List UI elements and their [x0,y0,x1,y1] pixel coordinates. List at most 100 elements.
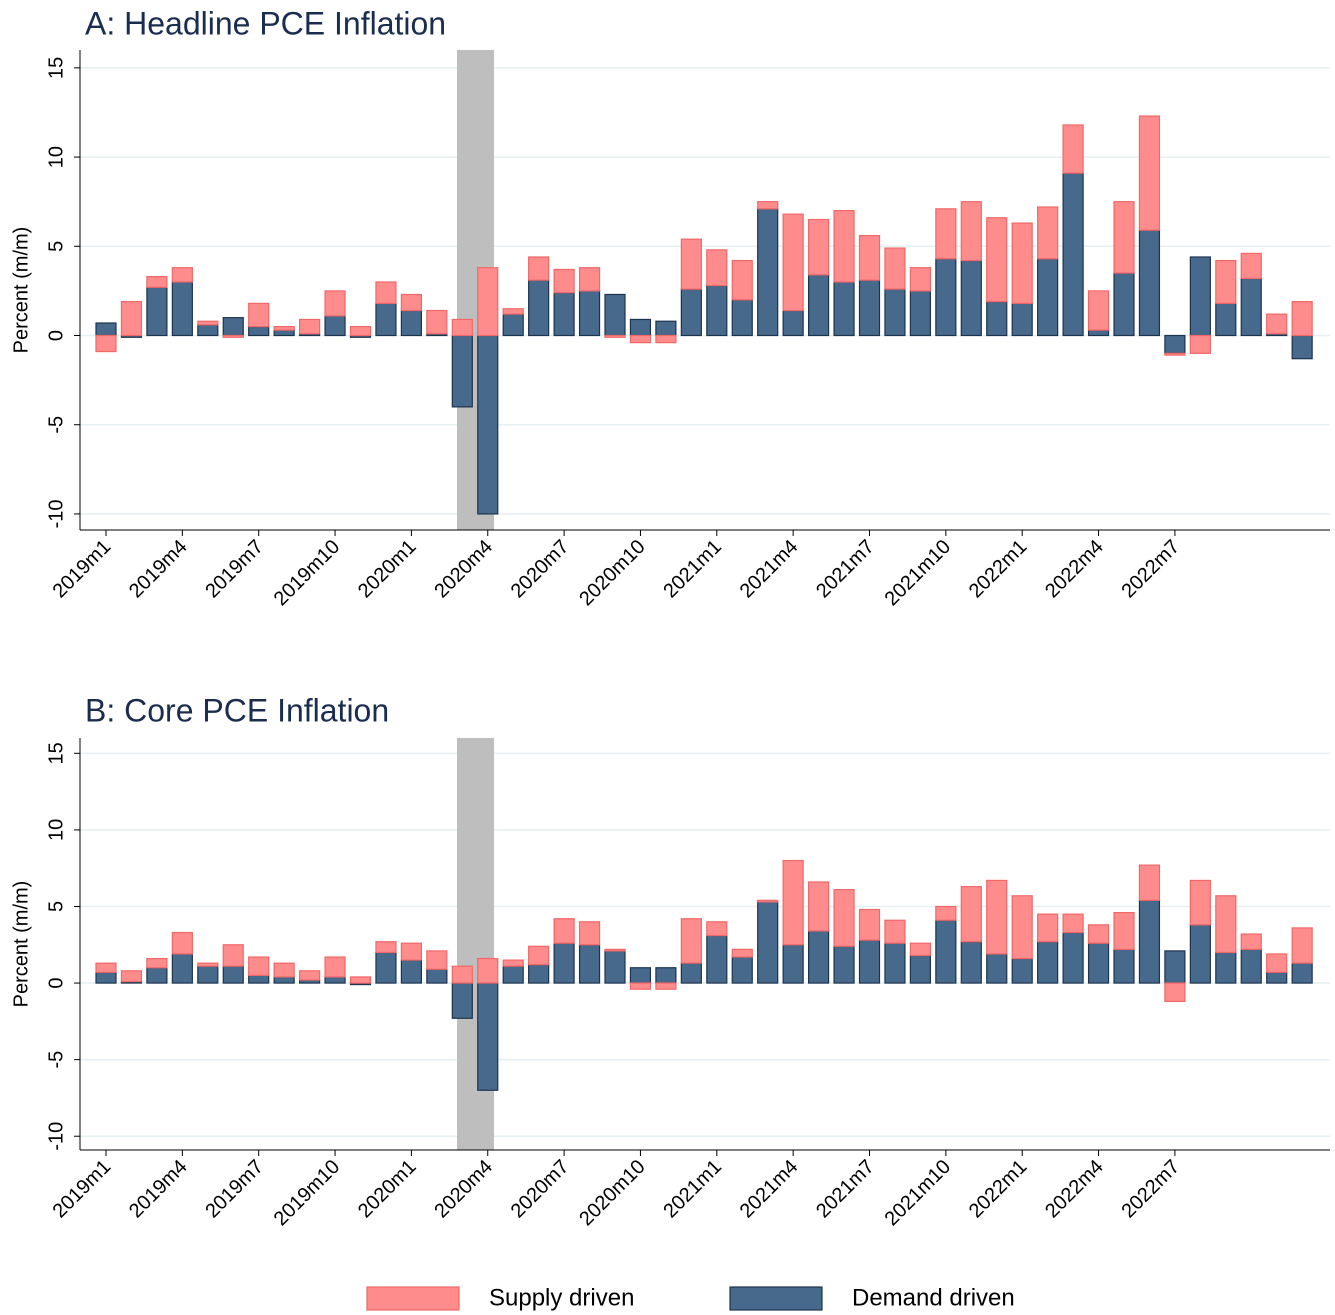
bar [400,942,422,961]
bar [782,944,804,984]
bar [858,234,881,281]
bar [731,948,753,958]
bar [986,300,1008,337]
bar [222,317,244,337]
bar [95,971,117,984]
bar [426,968,448,984]
bar [248,956,270,976]
y-axis-label: Percent (m/m) [10,881,32,1008]
bar [1240,252,1262,280]
bar [400,309,422,337]
x-tick-label: 2022m7 [1118,536,1185,603]
bar [95,962,117,973]
bar [171,267,193,283]
x-tick-label: 2020m7 [507,1156,574,1223]
bar [1113,948,1135,984]
bar [807,881,830,932]
bar [1087,942,1110,984]
bar [909,954,932,984]
bar [909,290,932,337]
x-tick-label: 2020m1 [354,1156,421,1223]
bar [146,286,168,337]
bar [197,962,219,967]
bar [731,259,753,301]
x-tick-label: 2020m7 [507,536,574,603]
bar [782,859,804,946]
x-tick-label: 2021m1 [659,536,726,603]
bar [477,334,499,515]
bar [1291,962,1313,984]
bar [1138,115,1161,231]
bar [655,967,677,984]
bar [1189,924,1211,984]
bar [655,334,677,344]
bar [1164,352,1186,356]
bar [120,970,143,983]
bar [1240,948,1262,984]
x-tick-label: 2019m7 [201,1156,268,1223]
bar [375,941,397,954]
bar [1037,206,1059,260]
bar [171,281,193,337]
x-tick-label: 2022m4 [1041,1156,1108,1223]
bar [528,279,550,337]
bar [858,279,881,337]
bar [757,901,779,984]
bar [1291,927,1313,964]
bar [528,964,550,984]
bar [248,325,270,337]
x-tick-label: 2022m1 [965,536,1032,603]
bar [731,299,753,337]
bar [1062,124,1084,174]
legend-label: Supply driven [489,1284,634,1311]
x-tick-label: 2019m10 [270,536,345,611]
bar [375,281,397,304]
bar [986,879,1008,955]
bar [553,942,575,984]
bar [706,249,728,287]
bar [1113,201,1135,274]
bar [1164,950,1186,984]
bar [1011,222,1033,304]
x-tick-label: 2021m7 [812,536,879,603]
bar [960,201,982,262]
bar [1266,971,1288,984]
bar [960,941,982,984]
bar [833,945,855,984]
bar [935,905,957,921]
bar [578,290,601,337]
bar [604,948,626,952]
chart-title: A: Headline PCE Inflation [85,5,446,41]
bar [629,318,652,337]
bar [1011,302,1033,337]
bar [1215,951,1237,984]
bar [680,918,702,964]
x-tick-label: 2019m1 [49,1156,116,1223]
bar [935,919,957,984]
bar [1011,895,1033,960]
bar [1215,895,1237,954]
bar [807,930,830,984]
bar [1087,924,1110,944]
bar [604,334,626,338]
bar [1113,912,1135,950]
y-tick-label: 10 [45,146,67,168]
bar [324,315,346,337]
bar [273,325,295,331]
bar [477,267,499,337]
bar [400,293,422,312]
x-tick-label: 2021m10 [881,1156,956,1231]
bar [146,276,168,288]
bar [477,957,499,984]
bar [731,956,753,984]
bar [222,944,244,967]
bar [324,290,346,317]
y-tick-label: -5 [45,416,67,434]
bar [171,931,193,955]
bar [833,889,855,947]
bar [706,284,728,337]
bar [451,334,473,408]
bar [1240,277,1262,337]
bar [757,208,779,337]
